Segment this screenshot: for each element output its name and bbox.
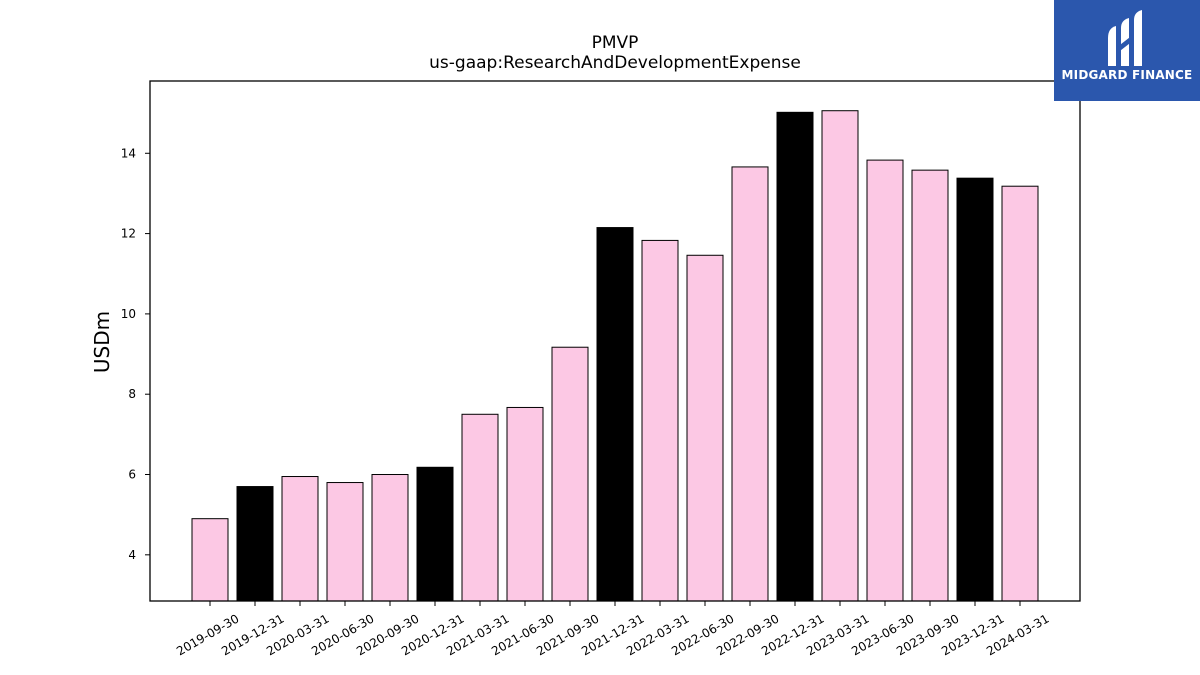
bar-2021-12-31 (596, 227, 634, 602)
bar-2021-09-30 (551, 346, 589, 602)
bar-2019-09-30 (191, 518, 229, 602)
bar-2022-12-31 (776, 111, 814, 602)
y-tick-label: 6 (128, 468, 136, 482)
bar-2023-12-31 (956, 177, 994, 602)
bar-2022-03-31 (641, 239, 679, 602)
chart-subtitle: us-gaap:ResearchAndDevelopmentExpense (429, 53, 801, 73)
y-axis-label: USDm (90, 311, 114, 373)
y-tick-label: 12 (121, 227, 136, 241)
bar-2020-12-31 (416, 466, 454, 602)
bar-2020-09-30 (371, 474, 409, 602)
y-tick-label: 14 (121, 146, 136, 160)
y-tick-label: 10 (121, 307, 136, 321)
bar-2021-06-30 (506, 406, 544, 602)
bar-2019-12-31 (236, 486, 274, 602)
bar-2023-06-30 (866, 159, 904, 602)
midgard-logo: MIDGARD FINANCE (1054, 0, 1200, 101)
bar-2022-06-30 (686, 254, 724, 602)
bar-2023-09-30 (911, 169, 949, 602)
bar-2023-03-31 (821, 110, 859, 602)
bar-2021-03-31 (461, 413, 499, 602)
bar-2020-06-30 (326, 482, 364, 602)
bar-2020-03-31 (281, 476, 319, 602)
y-ticks-group: 4 6 8 10 12 14 (121, 146, 150, 562)
y-tick-label: 8 (128, 387, 136, 401)
bar-2022-09-30 (731, 166, 769, 602)
midgard-logo-icon (1108, 10, 1142, 66)
x-ticks-group: 2019-09-302019-12-312020-03-312020-06-30… (174, 601, 1052, 658)
logo-text: MIDGARD FINANCE (1061, 68, 1193, 82)
bars-group (191, 110, 1039, 602)
y-tick-label: 4 (128, 548, 136, 562)
plot-frame (149, 80, 1081, 602)
chart-title: PMVP (592, 33, 639, 53)
bar-2024-03-31 (1001, 185, 1039, 602)
